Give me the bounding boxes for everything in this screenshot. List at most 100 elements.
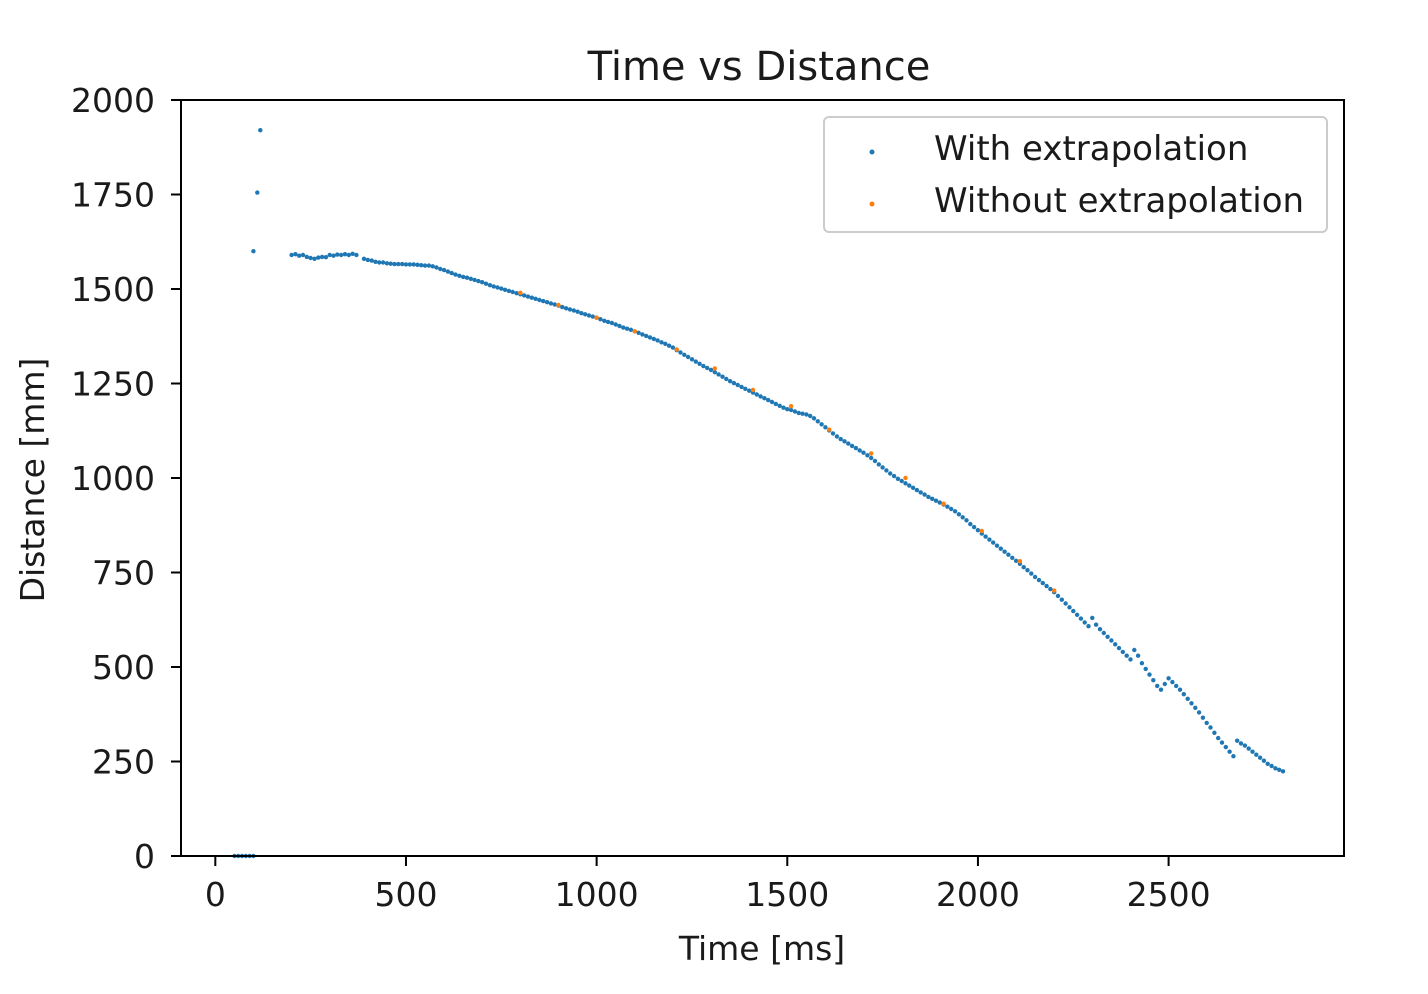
x-tick-label: 2000: [936, 875, 1020, 914]
data-point: [922, 492, 927, 497]
data-point: [1200, 715, 1206, 720]
legend-marker-with-extrapolation: [869, 149, 875, 155]
data-point: [903, 481, 908, 486]
data-point: [491, 284, 496, 289]
data-point: [1158, 687, 1164, 692]
data-point: [415, 262, 420, 267]
data-point: [529, 295, 534, 300]
data-point: [464, 275, 470, 280]
data-point: [342, 252, 348, 257]
data-point: [975, 528, 981, 533]
data-point: [510, 289, 515, 295]
x-tick-label: 2500: [1127, 875, 1211, 914]
data-point: [949, 506, 954, 512]
data-point: [499, 286, 504, 291]
data-point: [1067, 605, 1072, 610]
data-point: [663, 341, 668, 346]
data-point: [346, 252, 351, 258]
data-point: [392, 261, 397, 267]
data-point: [861, 450, 866, 455]
data-point: [403, 262, 409, 267]
data-point: [628, 327, 634, 332]
data-point: [419, 263, 424, 268]
data-point: [468, 276, 473, 281]
data-point: [994, 543, 1000, 548]
x-tick-label: 500: [374, 875, 437, 914]
data-point: [602, 318, 607, 323]
data-point: [361, 256, 367, 261]
legend-box: [823, 116, 1328, 233]
data-point: [964, 518, 969, 523]
data-point: [537, 297, 542, 303]
data-point: [907, 483, 912, 488]
data-point: [624, 326, 630, 331]
data-point: [552, 302, 557, 307]
data-point: [910, 485, 916, 490]
data-point: [655, 338, 660, 343]
y-tick-label: 500: [92, 648, 155, 687]
data-point: [518, 290, 523, 295]
y-tick-label: 750: [92, 554, 155, 593]
data-point: [304, 254, 309, 260]
data-point: [339, 252, 344, 258]
data-point: [1086, 624, 1091, 629]
data-point: [701, 363, 706, 369]
data-point: [750, 387, 756, 393]
data-point: [388, 261, 393, 266]
data-point: [968, 521, 973, 527]
data-point: [1002, 549, 1007, 554]
data-point: [1078, 616, 1084, 621]
data-point: [605, 319, 611, 325]
data-point: [937, 500, 942, 505]
data-point: [609, 320, 615, 326]
data-point: [682, 352, 687, 357]
legend: With extrapolation Without extrapolation: [823, 116, 1328, 233]
data-point: [991, 540, 996, 545]
data-point: [1071, 608, 1076, 614]
data-point: [1097, 627, 1103, 632]
legend-label-without-extrapolation: Without extrapolation: [934, 181, 1304, 221]
data-point: [796, 410, 801, 416]
data-point: [434, 265, 439, 270]
data-point: [647, 335, 653, 340]
data-point: [1055, 593, 1061, 599]
data-point: [1109, 638, 1114, 643]
data-point: [1029, 571, 1034, 576]
x-axis-label: Time [ms]: [678, 929, 845, 968]
data-point: [914, 487, 920, 493]
data-point: [689, 357, 695, 362]
plot-points: [232, 128, 1286, 859]
data-point: [1265, 761, 1270, 766]
x-tick-label: 0: [205, 875, 226, 914]
data-point: [952, 509, 958, 514]
data-point: [834, 434, 840, 439]
data-point: [1040, 580, 1046, 586]
data-point: [1261, 758, 1267, 763]
data-point: [1254, 752, 1259, 757]
data-point: [483, 281, 489, 286]
data-point: [895, 476, 901, 481]
data-point: [430, 264, 435, 269]
data-point: [480, 280, 485, 285]
data-point: [300, 252, 306, 258]
data-point: [632, 329, 637, 334]
y-tick-label: 2000: [71, 81, 155, 120]
data-point: [1177, 687, 1183, 692]
data-point: [1101, 630, 1107, 636]
data-point: [472, 277, 477, 283]
data-point: [1277, 767, 1282, 772]
data-point: [769, 399, 775, 405]
data-point: [1151, 678, 1156, 683]
data-point: [396, 261, 401, 267]
data-point: [1162, 681, 1168, 687]
data-point: [876, 462, 881, 467]
data-point: [525, 294, 531, 299]
data-point: [1135, 653, 1141, 658]
data-point: [312, 256, 317, 261]
data-point: [849, 443, 855, 449]
data-point: [930, 496, 935, 501]
data-point: [1204, 720, 1209, 726]
data-point: [1181, 692, 1187, 697]
data-point: [1216, 735, 1221, 741]
data-point: [255, 190, 260, 195]
